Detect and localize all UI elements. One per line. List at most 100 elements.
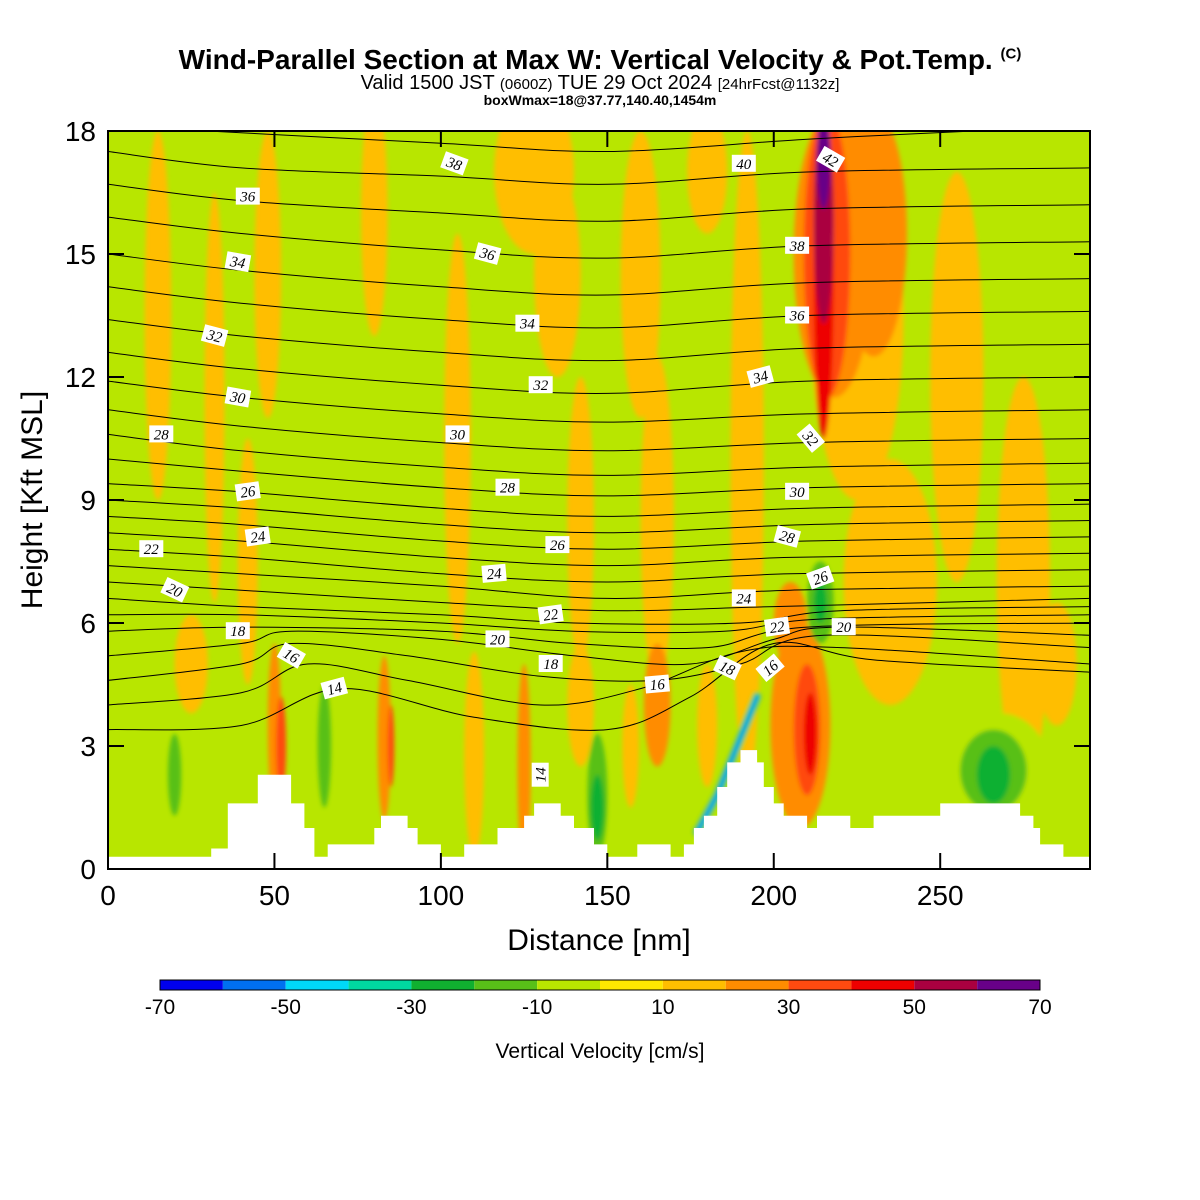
theta-label-bg bbox=[224, 386, 252, 408]
ww-region bbox=[567, 643, 595, 767]
theta-label-text: 30 bbox=[789, 485, 806, 501]
theta-label-bg bbox=[200, 324, 229, 347]
x-tick-label: 100 bbox=[418, 880, 465, 911]
colorbar-swatch bbox=[662, 980, 726, 990]
theta-label-text: 36 bbox=[789, 309, 806, 325]
colorbar-swatch bbox=[977, 980, 1040, 990]
theta-label: 42 bbox=[816, 145, 846, 173]
theta-label-text: 34 bbox=[750, 368, 770, 388]
theta-label-bg bbox=[773, 525, 802, 548]
colorbar-swatch bbox=[600, 980, 663, 990]
theta-label-bg bbox=[796, 423, 826, 453]
x-tick-label: 150 bbox=[584, 880, 631, 911]
theta-label-text: 30 bbox=[449, 427, 466, 443]
theta-label: 24 bbox=[481, 563, 507, 583]
colorbar-swatch bbox=[160, 980, 223, 990]
theta-label: 30 bbox=[785, 482, 810, 501]
ww-region bbox=[730, 131, 764, 787]
theta-contour-16 bbox=[108, 634, 1090, 682]
theta-label-bg bbox=[224, 251, 252, 273]
colorbar-tick-label: 10 bbox=[651, 996, 674, 1019]
theta-contour-30 bbox=[108, 409, 1090, 452]
theta-contour-36 bbox=[108, 216, 1090, 259]
theta-label-text: 20 bbox=[490, 632, 506, 648]
colorbar-tick-label: -30 bbox=[396, 996, 426, 1019]
theta-label: 16 bbox=[276, 642, 306, 669]
theta-contour-20 bbox=[108, 597, 1090, 625]
x-tick-label: 0 bbox=[100, 880, 116, 911]
theta-label: 36 bbox=[473, 242, 502, 265]
colorbar-tick-label: -10 bbox=[522, 996, 552, 1019]
theta-contour-19 bbox=[108, 613, 1090, 634]
theta-label: 14 bbox=[320, 676, 349, 700]
theta-label-text: 18 bbox=[543, 657, 559, 673]
theta-label-bg bbox=[712, 654, 742, 681]
theta-label-text: 22 bbox=[542, 607, 560, 625]
colorbar-tick-label: 30 bbox=[777, 996, 800, 1019]
ww-region bbox=[254, 131, 282, 418]
theta-label-bg bbox=[537, 604, 564, 625]
ww-region bbox=[144, 131, 172, 500]
theta-label-text: 38 bbox=[443, 154, 464, 175]
ww-region bbox=[976, 746, 1011, 804]
theta-label-text: 40 bbox=[736, 157, 752, 173]
theta-label-bg bbox=[785, 482, 810, 500]
ww-region bbox=[276, 696, 287, 796]
theta-label-bg bbox=[538, 655, 563, 672]
theta-label-bg bbox=[276, 642, 306, 669]
y-tick-label: 18 bbox=[65, 116, 96, 147]
colorbar-tick-label: -70 bbox=[145, 996, 175, 1019]
box-wmax-info: boxWmax=18@37.77,140.40,1454m bbox=[483, 92, 717, 108]
theta-label-text: 38 bbox=[789, 239, 806, 255]
theta-label-bg bbox=[139, 540, 164, 558]
theta-label: 26 bbox=[806, 565, 835, 590]
potential-temperature-contours bbox=[108, 131, 1090, 731]
theta-contour-39 bbox=[207, 131, 974, 153]
ww-region bbox=[687, 131, 728, 234]
y-tick-label: 15 bbox=[65, 239, 96, 270]
theta-label: 28 bbox=[773, 525, 802, 548]
theta-label-bg bbox=[545, 536, 570, 554]
theta-label-text: 16 bbox=[649, 677, 666, 694]
theta-label: 18 bbox=[538, 655, 563, 673]
theta-label-bg bbox=[785, 236, 810, 254]
theta-label-bg bbox=[485, 630, 510, 648]
theta-label-bg bbox=[731, 589, 756, 607]
theta-label: 26 bbox=[545, 536, 570, 554]
theta-label-bg bbox=[731, 154, 756, 172]
colorbar-title: Vertical Velocity [cm/s] bbox=[496, 1040, 705, 1063]
theta-label: 34 bbox=[224, 251, 252, 273]
theta-contour-22 bbox=[108, 565, 1090, 599]
theta-contour-32 bbox=[108, 351, 1090, 394]
theta-label: 28 bbox=[149, 425, 174, 443]
theta-label-bg bbox=[320, 676, 349, 700]
theta-contour-15 bbox=[108, 645, 1090, 706]
theta-label-bg bbox=[644, 674, 670, 694]
theta-label: 40 bbox=[731, 154, 756, 173]
theta-label: 20 bbox=[160, 576, 190, 603]
theta-contour-29 bbox=[108, 433, 1090, 476]
x-tick-label: 50 bbox=[259, 880, 290, 911]
theta-label-bg bbox=[746, 365, 775, 388]
theta-label: 16 bbox=[644, 674, 670, 694]
ww-region bbox=[620, 131, 661, 418]
plot-area: 14 16 18 20 22 24 26 28 30 32 34 36 38 36 34 32 30 28 26 24… bbox=[108, 131, 1090, 869]
theta-label-text: 28 bbox=[500, 481, 516, 497]
theta-label: 34 bbox=[746, 365, 775, 388]
colorbar-swatch bbox=[537, 980, 600, 990]
y-tick-label: 3 bbox=[80, 731, 96, 762]
colorbar-swatch bbox=[411, 980, 475, 990]
theta-label-text: 36 bbox=[239, 190, 256, 206]
theta-label-text: 36 bbox=[477, 245, 497, 265]
theta-label-bg bbox=[149, 425, 174, 443]
theta-label-bg bbox=[531, 762, 549, 787]
colorbar-tick-label: 50 bbox=[903, 996, 926, 1019]
theta-contour-33 bbox=[108, 319, 1090, 362]
theta-label: 20 bbox=[831, 618, 856, 636]
theta-contour-14 bbox=[108, 641, 1090, 731]
colorbar: -70 -50 -30 -10 10 30 50 70 bbox=[145, 979, 1052, 1019]
theta-label: 30 bbox=[224, 386, 252, 408]
theta-label-text: 28 bbox=[154, 427, 170, 443]
theta-contour-34 bbox=[108, 286, 1090, 329]
